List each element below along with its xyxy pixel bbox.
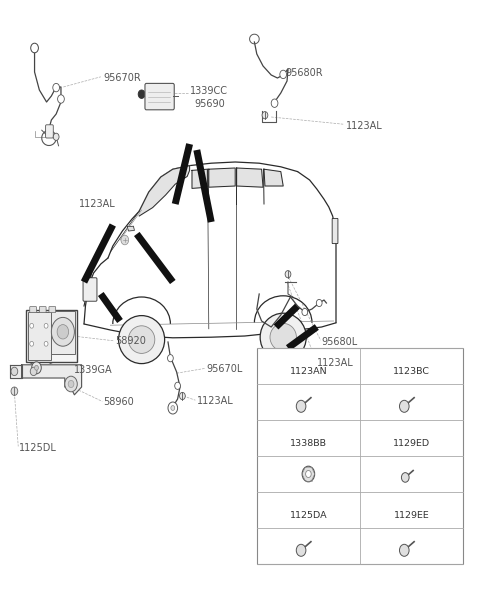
FancyBboxPatch shape: [51, 311, 75, 354]
Text: 1125DA: 1125DA: [289, 511, 327, 520]
FancyBboxPatch shape: [39, 307, 46, 313]
Ellipse shape: [128, 326, 155, 353]
Circle shape: [32, 362, 41, 374]
Text: 1339GA: 1339GA: [74, 365, 113, 375]
Text: 95690: 95690: [194, 100, 225, 109]
Circle shape: [30, 341, 34, 346]
Circle shape: [53, 133, 59, 140]
Text: 1123BC: 1123BC: [393, 367, 430, 376]
Text: 1123AL: 1123AL: [317, 358, 354, 368]
FancyBboxPatch shape: [26, 310, 77, 362]
Ellipse shape: [260, 313, 306, 361]
Circle shape: [262, 112, 268, 119]
Circle shape: [171, 406, 175, 410]
Text: 58960: 58960: [103, 397, 134, 407]
Circle shape: [35, 365, 38, 370]
Circle shape: [175, 382, 180, 389]
Circle shape: [285, 271, 291, 278]
Text: 95670R: 95670R: [103, 73, 141, 83]
Text: 1123AL: 1123AL: [197, 396, 234, 406]
Circle shape: [44, 323, 48, 328]
FancyBboxPatch shape: [49, 307, 56, 313]
Text: 1123AL: 1123AL: [79, 199, 116, 209]
Polygon shape: [127, 226, 134, 231]
Circle shape: [399, 544, 409, 556]
Text: 95670L: 95670L: [206, 364, 243, 374]
Text: 95680L: 95680L: [322, 337, 358, 347]
Polygon shape: [237, 168, 263, 187]
FancyBboxPatch shape: [28, 312, 51, 360]
Circle shape: [296, 544, 306, 556]
Polygon shape: [10, 365, 22, 378]
Polygon shape: [264, 169, 283, 186]
Circle shape: [121, 235, 129, 245]
Text: 1129EE: 1129EE: [394, 511, 430, 520]
Circle shape: [30, 323, 34, 328]
Text: 1339CC: 1339CC: [190, 86, 228, 96]
Circle shape: [168, 355, 173, 362]
Circle shape: [68, 380, 74, 388]
Text: 1123AN: 1123AN: [289, 367, 327, 376]
Circle shape: [280, 70, 287, 79]
Circle shape: [180, 392, 185, 400]
Circle shape: [30, 367, 37, 376]
FancyBboxPatch shape: [30, 307, 36, 313]
Circle shape: [302, 466, 315, 482]
Text: 58920: 58920: [115, 336, 146, 346]
FancyBboxPatch shape: [145, 83, 174, 110]
Polygon shape: [22, 365, 82, 395]
Circle shape: [306, 470, 311, 478]
Circle shape: [68, 380, 74, 388]
Circle shape: [168, 402, 178, 414]
Circle shape: [399, 400, 409, 412]
FancyBboxPatch shape: [332, 218, 338, 244]
FancyBboxPatch shape: [46, 125, 53, 138]
Polygon shape: [139, 166, 190, 216]
Text: 1125DL: 1125DL: [19, 443, 57, 453]
Ellipse shape: [270, 323, 296, 351]
Circle shape: [11, 387, 18, 395]
Circle shape: [58, 95, 64, 103]
Circle shape: [53, 83, 60, 92]
Circle shape: [11, 367, 18, 376]
Circle shape: [57, 325, 69, 339]
Circle shape: [44, 341, 48, 346]
Circle shape: [296, 400, 306, 412]
Bar: [257, 348, 463, 564]
Circle shape: [31, 43, 38, 53]
Circle shape: [401, 473, 409, 482]
Text: 95680R: 95680R: [286, 68, 323, 78]
Circle shape: [271, 99, 278, 107]
FancyBboxPatch shape: [83, 278, 97, 301]
Polygon shape: [84, 162, 336, 338]
Circle shape: [138, 90, 145, 98]
Text: 1123AL: 1123AL: [346, 121, 383, 131]
Polygon shape: [192, 169, 207, 188]
Text: 1338BB: 1338BB: [290, 439, 327, 448]
Circle shape: [316, 299, 322, 307]
Circle shape: [51, 317, 74, 346]
Ellipse shape: [119, 316, 165, 364]
Text: 1129ED: 1129ED: [393, 439, 430, 448]
Polygon shape: [209, 168, 235, 187]
Circle shape: [302, 308, 308, 316]
Circle shape: [65, 376, 77, 392]
